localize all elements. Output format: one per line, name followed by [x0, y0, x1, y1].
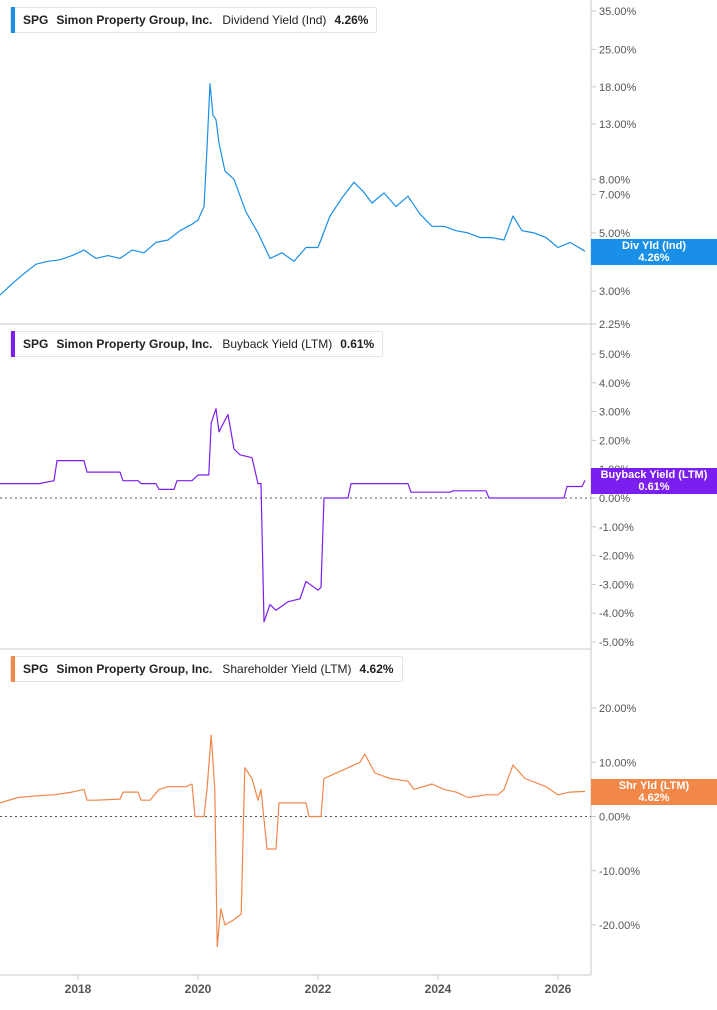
- y-tick-label: -20.00%: [599, 920, 640, 932]
- legend-metric: Dividend Yield (Ind): [222, 13, 327, 27]
- end-label-name: Shr Yld (LTM): [618, 780, 690, 792]
- y-tick-label: -10.00%: [599, 866, 640, 878]
- y-tick-label: -2.00%: [599, 551, 634, 563]
- y-tick-label: 5.00%: [599, 228, 630, 240]
- end-label-shareholder: Shr Yld (LTM) 4.62%: [591, 779, 717, 805]
- legend-buyback: SPG Simon Property Group, Inc. Buyback Yie…: [10, 331, 384, 357]
- x-tick-label: 2020: [185, 982, 212, 996]
- end-label-dividend: Div Yld (Ind) 4.26%: [591, 239, 717, 265]
- legend-dividend: SPG Simon Property Group, Inc. Dividend Yi…: [10, 7, 378, 33]
- legend-metric: Shareholder Yield (LTM): [222, 662, 352, 676]
- series-line-buyback: [0, 408, 586, 623]
- end-label-value: 0.61%: [638, 481, 670, 493]
- x-tick-label: 2026: [545, 982, 572, 996]
- y-tick-label: 4.00%: [599, 378, 630, 390]
- x-tick-label: 2022: [305, 982, 332, 996]
- legend-shareholder: SPG Simon Property Group, Inc. Shareholder…: [10, 656, 403, 682]
- y-tick-label: 0.00%: [599, 812, 630, 824]
- y-tick-label: 8.00%: [599, 174, 630, 186]
- legend-company: Simon Property Group, Inc.: [56, 13, 213, 27]
- legend-company: Simon Property Group, Inc.: [56, 337, 213, 351]
- y-tick-label: 13.00%: [599, 119, 637, 131]
- y-tick-label: 18.00%: [599, 82, 637, 94]
- y-tick-label: 35.00%: [599, 6, 637, 18]
- y-tick-label: -1.00%: [599, 522, 634, 534]
- x-tick-label: 2024: [425, 982, 452, 996]
- y-tick-label: 5.00%: [599, 349, 630, 361]
- legend-value: 0.61%: [340, 337, 375, 351]
- legend-ticker: SPG: [23, 337, 49, 351]
- legend-ticker: SPG: [23, 662, 49, 676]
- y-tick-label: 3.00%: [599, 286, 630, 298]
- legend-company: Simon Property Group, Inc.: [56, 662, 213, 676]
- y-tick-label: 10.00%: [599, 757, 637, 769]
- legend-metric: Buyback Yield (LTM): [222, 337, 333, 351]
- end-label-buyback: Buyback Yield (LTM) 0.61%: [591, 468, 717, 494]
- series-line-dividend: [0, 83, 586, 296]
- y-tick-label: 2.25%: [599, 319, 630, 331]
- y-tick-label: 2.00%: [599, 435, 630, 447]
- y-tick-label: -5.00%: [599, 637, 634, 649]
- y-tick-label: 7.00%: [599, 190, 630, 202]
- y-tick-label: 0.00%: [599, 493, 630, 505]
- x-tick-label: 2018: [65, 982, 92, 996]
- y-tick-label: 20.00%: [599, 703, 637, 715]
- end-label-name: Buyback Yield (LTM): [600, 469, 708, 481]
- end-label-name: Div Yld (Ind): [622, 240, 686, 252]
- legend-swatch: [11, 331, 15, 357]
- series-line-shareholder: [0, 734, 586, 948]
- y-tick-label: 3.00%: [599, 407, 630, 419]
- end-label-value: 4.62%: [638, 792, 670, 804]
- legend-value: 4.62%: [359, 662, 394, 676]
- legend-value: 4.26%: [334, 13, 369, 27]
- legend-swatch: [11, 7, 15, 33]
- end-label-value: 4.26%: [638, 252, 670, 264]
- y-tick-label: -3.00%: [599, 579, 634, 591]
- legend-swatch: [11, 656, 15, 682]
- legend-ticker: SPG: [23, 13, 49, 27]
- y-tick-label: -4.00%: [599, 608, 634, 620]
- y-tick-label: 25.00%: [599, 44, 637, 56]
